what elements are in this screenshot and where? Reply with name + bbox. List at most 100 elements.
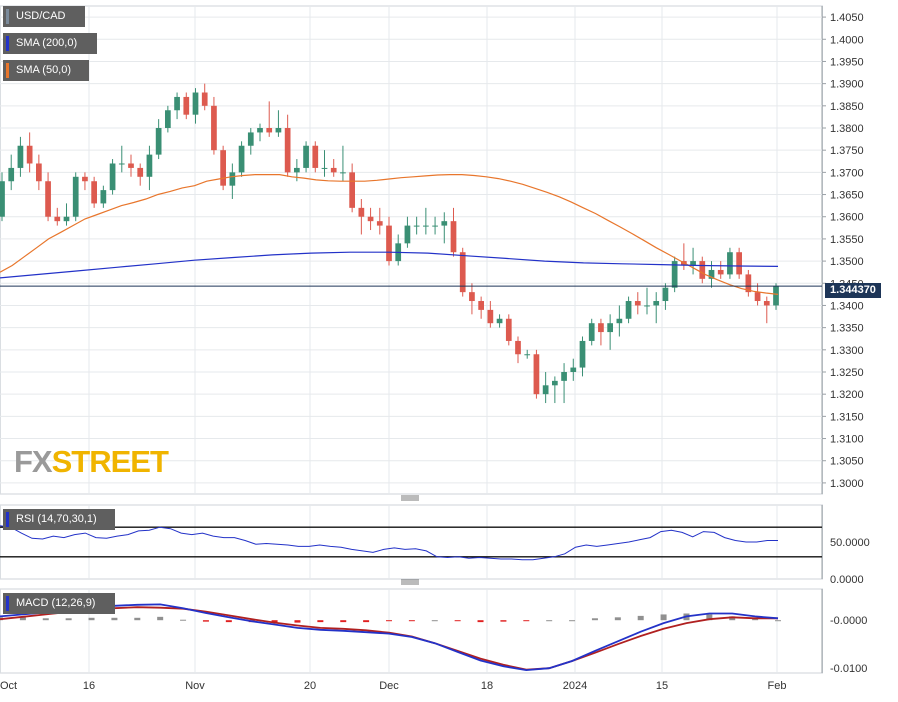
- candle: [340, 145, 346, 182]
- candle-body: [625, 301, 632, 319]
- x-tick-label: Oct: [0, 680, 17, 692]
- y-tick-label: 1.3100: [830, 434, 864, 446]
- macd-histogram-bar: [88, 617, 95, 621]
- candle: [432, 216, 438, 235]
- candle: [505, 314, 512, 346]
- macd-histogram-bar: [637, 615, 644, 621]
- watermark-street: STREET: [51, 444, 169, 479]
- candle-body: [54, 216, 61, 222]
- macd-histogram-bar: [523, 620, 530, 622]
- legend-symbol: USD/CAD: [3, 6, 85, 27]
- candle-body: [211, 105, 217, 151]
- y-tick-label: 1.3250: [830, 367, 864, 379]
- candle-body: [284, 128, 291, 173]
- x-tick-label: 16: [83, 680, 95, 692]
- candle-body: [478, 301, 484, 310]
- legend-macd-swatch: [6, 596, 9, 611]
- candle: [671, 256, 678, 293]
- macd-histogram-bar: [340, 620, 347, 623]
- y-tick-label: 1.4050: [830, 12, 864, 24]
- candle: [128, 154, 134, 177]
- candle-body: [174, 96, 180, 111]
- candle-body: [8, 167, 15, 182]
- macd-histogram-bar: [431, 620, 438, 622]
- candle-body: [266, 128, 273, 133]
- candle: [165, 105, 171, 133]
- candle-body: [183, 96, 190, 115]
- axis-layer: Oct 16 Nov 20 Dec 18 2024 15 Feb 1.4050 1.4000 1.39…: [0, 12, 870, 692]
- candle-body: [303, 145, 309, 168]
- macd-tick-label: -0.0100: [830, 663, 867, 675]
- macd-histogram-bar: [225, 620, 232, 623]
- pane-resize-handle[interactable]: [401, 579, 419, 585]
- macd-histogram-bar: [42, 618, 49, 621]
- candle-body: [155, 128, 162, 155]
- candle-body: [413, 225, 420, 227]
- candle-body: [773, 285, 779, 306]
- macd-histogram-bar: [660, 614, 667, 621]
- candle-body: [598, 323, 604, 333]
- candle-body: [699, 261, 706, 279]
- candle-body: [36, 163, 42, 182]
- fxstreet-watermark: FXSTREET: [14, 444, 169, 480]
- candle: [773, 283, 779, 310]
- legend-sma200: SMA (200,0): [3, 33, 97, 54]
- macd-histogram-bar: [752, 618, 759, 621]
- y-tick-label: 1.3950: [830, 56, 864, 68]
- legend-symbol-swatch: [6, 9, 9, 24]
- candle: [644, 287, 650, 315]
- candle: [321, 150, 328, 177]
- candle: [349, 163, 355, 213]
- candle-body: [404, 225, 411, 244]
- candle: [174, 92, 180, 120]
- x-tick-label: 15: [656, 680, 668, 692]
- pane-resize-handle[interactable]: [401, 495, 419, 501]
- candle-body: [312, 145, 319, 168]
- candle-body: [72, 176, 79, 217]
- x-tick-label: 20: [304, 680, 316, 692]
- macd-line: [0, 603, 779, 672]
- candle: [478, 296, 484, 319]
- pane-frame-price: [0, 5, 823, 495]
- legend-rsi-swatch: [6, 512, 9, 527]
- candle: [376, 207, 383, 235]
- candle-body: [690, 261, 696, 266]
- candle: [736, 247, 742, 279]
- candle-body: [340, 172, 346, 174]
- candle: [220, 145, 226, 191]
- candle-body: [763, 301, 770, 306]
- macd-histogram-bar: [546, 620, 553, 622]
- y-tick-label: 1.3550: [830, 234, 864, 246]
- candle: [211, 96, 217, 155]
- rsi-tick-label: 0.0000: [830, 574, 864, 586]
- y-tick-label: 1.3000: [830, 478, 864, 490]
- candle: [137, 163, 144, 186]
- y-tick-label: 1.4000: [830, 34, 864, 46]
- legend-macd: MACD (12,26,9): [3, 593, 115, 614]
- y-tick-label: 1.3750: [830, 145, 864, 157]
- candle: [183, 92, 190, 120]
- candle: [82, 172, 88, 191]
- candle-body: [45, 181, 51, 217]
- candle-body: [165, 110, 171, 128]
- candle-body: [717, 269, 724, 275]
- candle: [109, 159, 116, 195]
- candle: [63, 203, 70, 226]
- pane-frame-rsi: [0, 504, 823, 580]
- y-tick-label: 1.3350: [830, 323, 864, 335]
- candle-body: [294, 167, 300, 173]
- macd-layer: [0, 603, 781, 672]
- candle-body: [367, 216, 374, 222]
- candle: [192, 88, 199, 124]
- y-tick-label: 1.3800: [830, 123, 864, 135]
- candle: [229, 163, 236, 199]
- candle: [524, 349, 531, 359]
- rsi-layer: [0, 525, 822, 561]
- candle-body: [220, 150, 226, 186]
- x-tick-label: Feb: [768, 680, 787, 692]
- candle: [681, 243, 687, 270]
- candle-body: [63, 216, 70, 222]
- y-tick-label: 1.3500: [830, 256, 864, 268]
